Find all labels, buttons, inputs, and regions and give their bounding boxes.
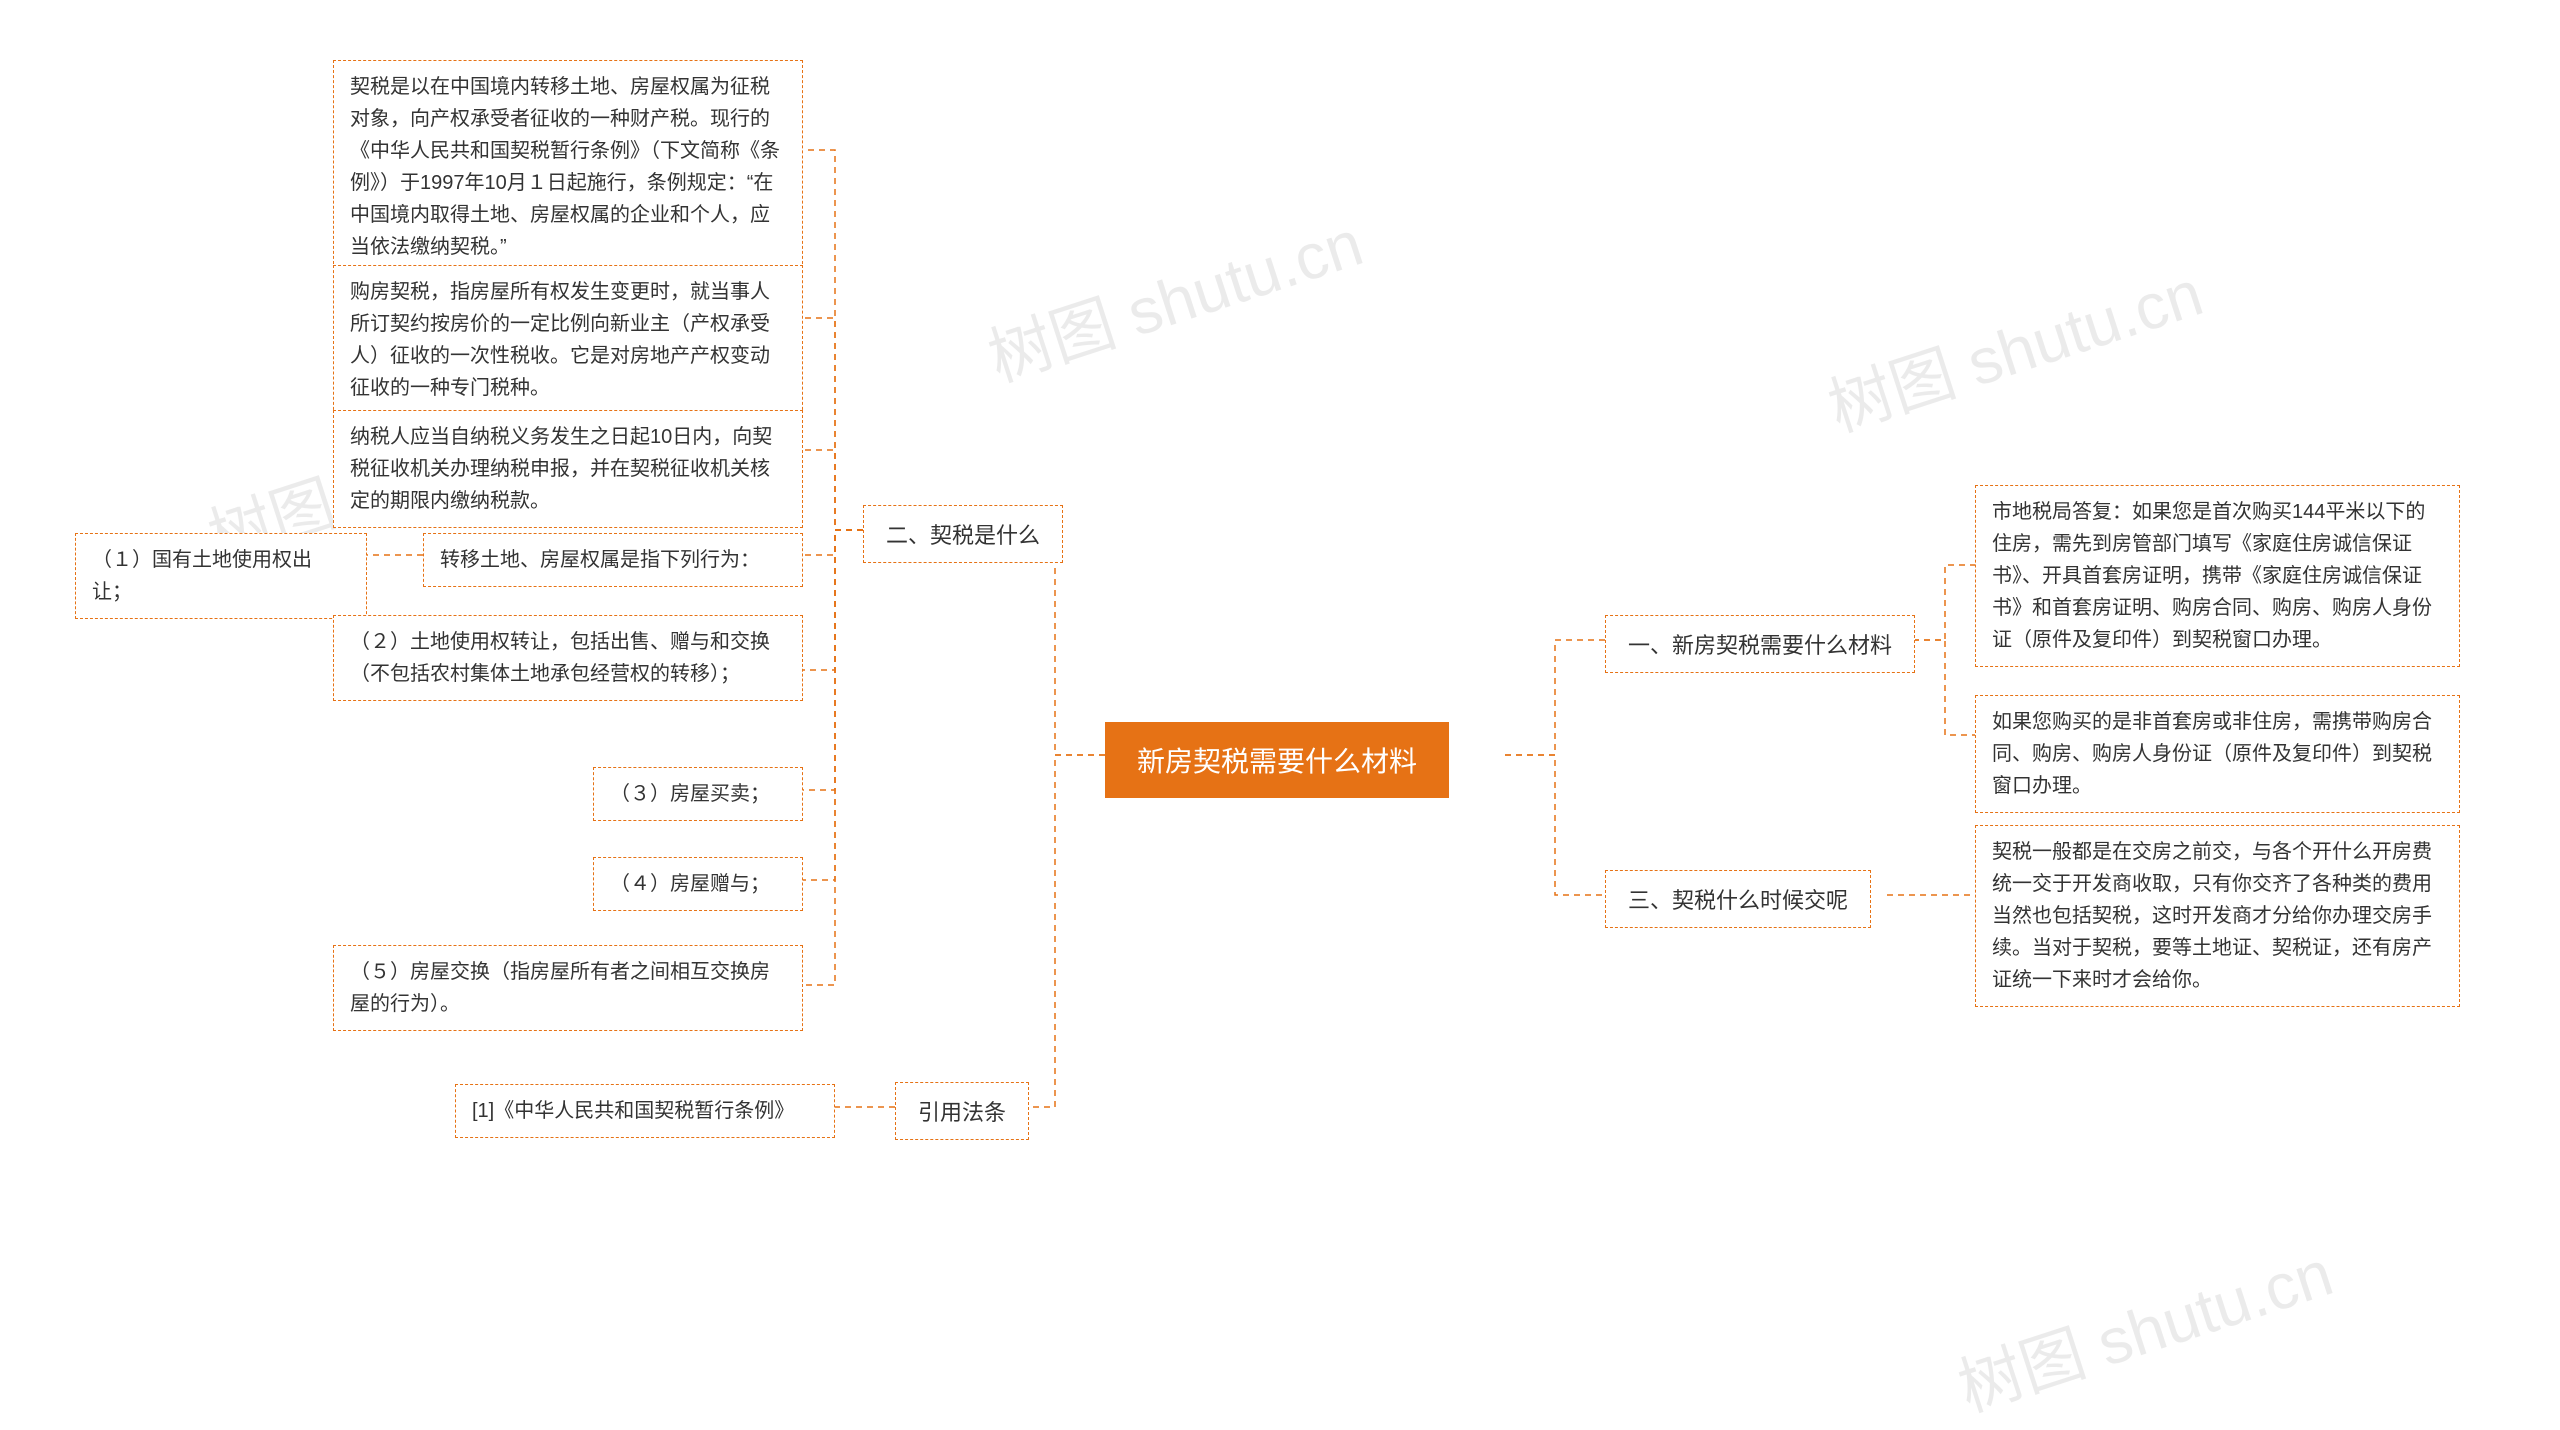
leaf-left-0-0: 契税是以在中国境内转移土地、房屋权属为征税对象，向产权承受者征收的一种财产税。现… [333, 60, 803, 274]
leaf-left-0-5: （３）房屋买卖； [593, 767, 803, 821]
branch-left-0: 二、契税是什么 [863, 505, 1063, 563]
leaf-left-0-1: 购房契税，指房屋所有权发生变更时，就当事人所订契约按房价的一定比例向新业主（产权… [333, 265, 803, 415]
leaf-left-0-7: （５）房屋交换（指房屋所有者之间相互交换房屋的行为）。 [333, 945, 803, 1031]
root-node: 新房契税需要什么材料 [1105, 722, 1449, 798]
leaf-right-0-1: 如果您购买的是非首套房或非住房，需携带购房合同、购房、购房人身份证（原件及复印件… [1975, 695, 2460, 813]
leaf-left-0-3-0: （１）国有土地使用权出让； [75, 533, 367, 619]
leaf-left-0-4: （２）土地使用权转让，包括出售、赠与和交换（不包括农村集体土地承包经营权的转移）… [333, 615, 803, 701]
leaf-left-0-6: （４）房屋赠与； [593, 857, 803, 911]
watermark: 树图 shutu.cn [975, 192, 1372, 399]
branch-right-1: 三、契税什么时候交呢 [1605, 870, 1871, 928]
leaf-right-0-0: 市地税局答复：如果您是首次购买144平米以下的住房，需先到房管部门填写《家庭住房… [1975, 485, 2460, 667]
leaf-left-0-2: 纳税人应当自纳税义务发生之日起10日内，向契税征收机关办理纳税申报，并在契税征收… [333, 410, 803, 528]
branch-left-1: 引用法条 [895, 1082, 1029, 1140]
watermark: 树图 shutu.cn [1945, 1222, 2342, 1429]
leaf-right-1-0: 契税一般都是在交房之前交，与各个开什么开房费统一交于开发商收取，只有你交齐了各种… [1975, 825, 2460, 1007]
branch-right-0: 一、新房契税需要什么材料 [1605, 615, 1915, 673]
leaf-left-1-0: [1]《中华人民共和国契税暂行条例》 [455, 1084, 835, 1138]
watermark: 树图 shutu.cn [1815, 242, 2212, 449]
leaf-left-0-3: 转移土地、房屋权属是指下列行为： [423, 533, 803, 587]
